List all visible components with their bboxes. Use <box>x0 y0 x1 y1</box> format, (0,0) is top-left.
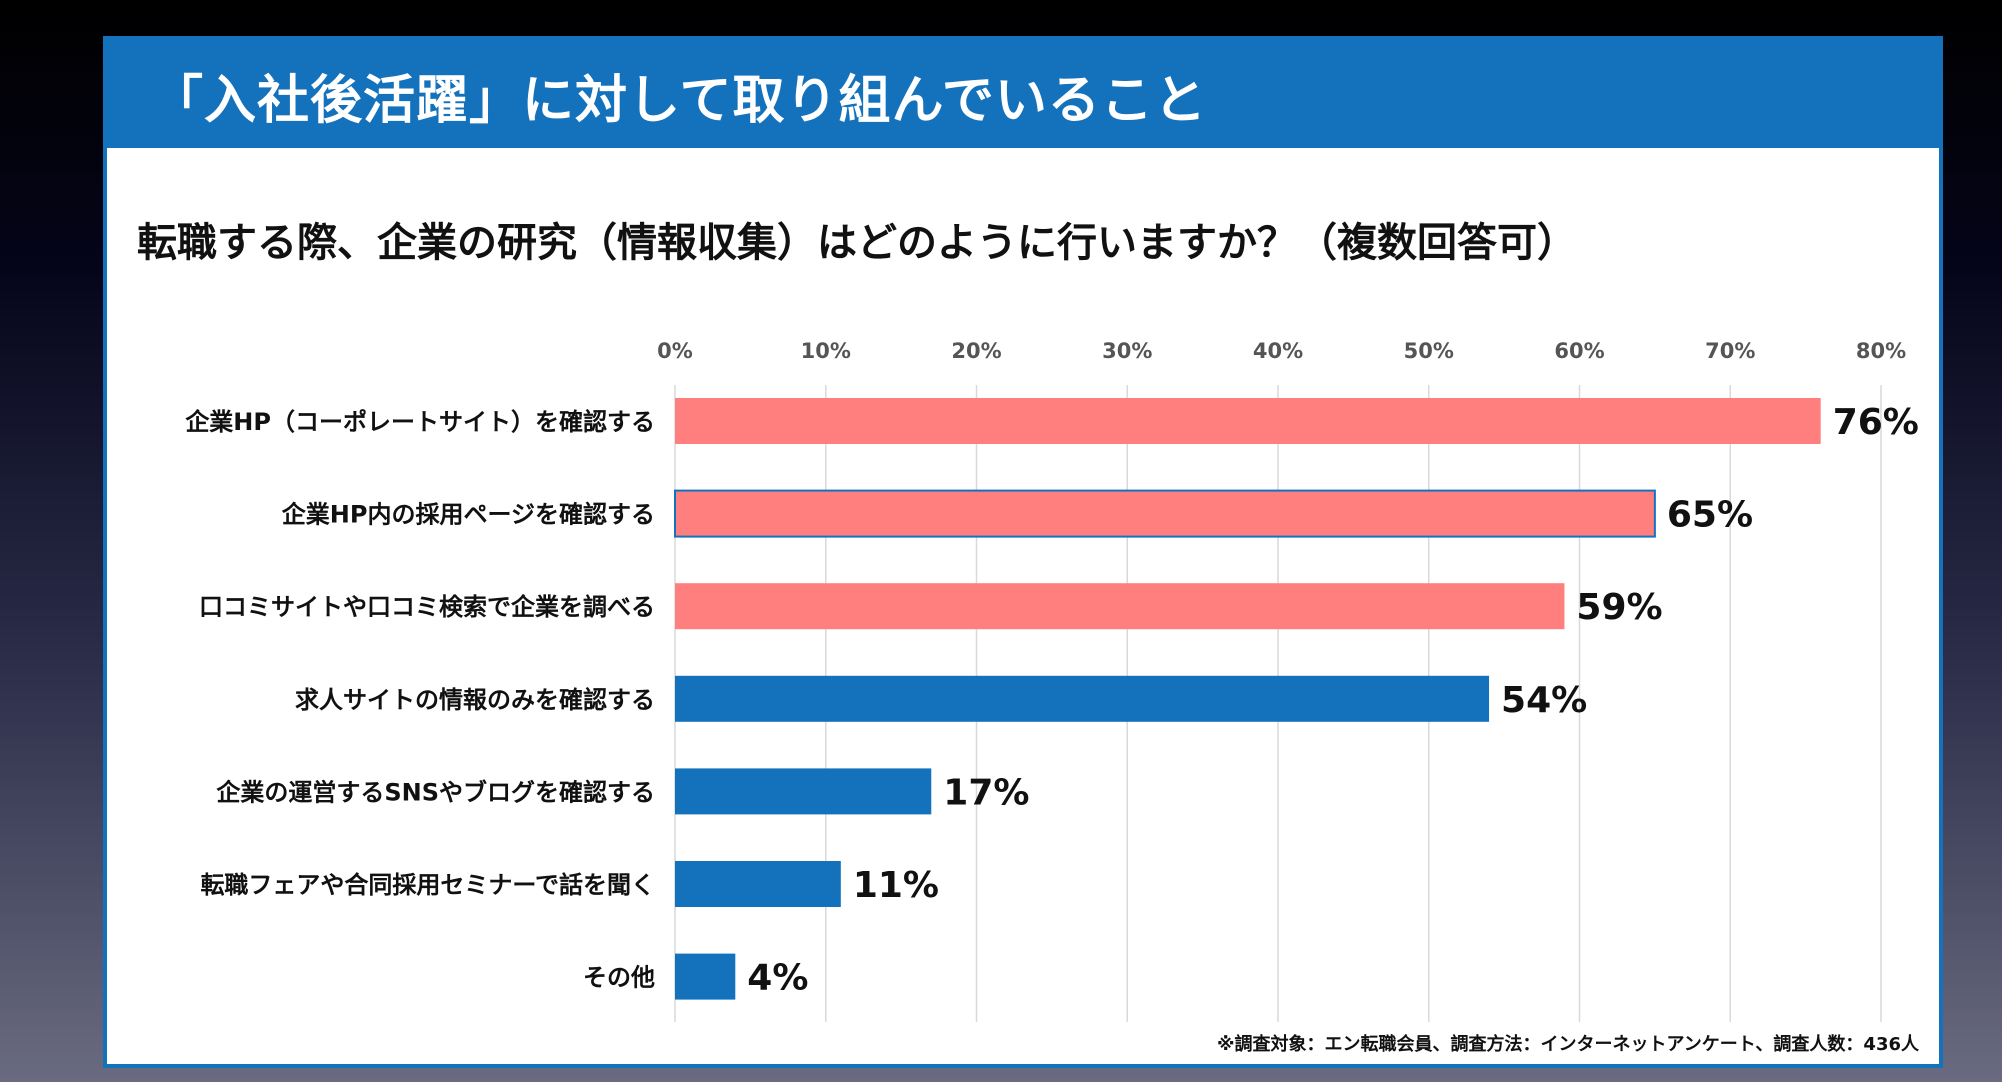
category-label: 転職フェアや合同採用セミナーで話を聞く <box>200 871 655 899</box>
bar <box>675 953 736 1000</box>
data-label: 65% <box>1667 495 1753 536</box>
page-title: 「入社後活躍」に対して取り組んでいること <box>151 71 1207 131</box>
chart-title: 転職する際、企業の研究（情報収集）はどのように行いますか？（複数回答可） <box>137 220 1577 266</box>
bar <box>675 675 1490 722</box>
data-label: 17% <box>943 772 1029 813</box>
bar <box>675 398 1821 444</box>
footnote: ※調査対象：エン転職会員、調査方法：インターネットアンケート、調査人数：436人 <box>1217 1034 1919 1055</box>
x-tick-label: 0% <box>657 339 693 363</box>
data-label: 11% <box>853 865 939 906</box>
data-label: 76% <box>1833 402 1919 443</box>
bar <box>675 768 932 815</box>
header-bar: 「入社後活躍」に対して取り組んでいること <box>107 40 1939 148</box>
category-label: その他 <box>583 964 655 992</box>
x-tick-label: 20% <box>951 339 1001 363</box>
data-label: 4% <box>747 958 808 999</box>
data-label: 59% <box>1576 587 1662 628</box>
bar <box>675 583 1565 630</box>
survey-panel: 「入社後活躍」に対して取り組んでいること 転職する際、企業の研究（情報収集）はど… <box>103 36 1943 1068</box>
bar-chart: 0% 10% 20% 30% 40% 50% 60% 70% 80% 企業HP（コーポレートサイト… <box>185 339 1919 1022</box>
category-label: 企業HP内の採用ページを確認する <box>282 501 655 529</box>
x-tick-label: 50% <box>1404 339 1454 363</box>
category-label: 企業の運営するSNSやブログを確認する <box>216 778 655 806</box>
x-tick-label: 70% <box>1705 339 1755 363</box>
x-tick-label: 40% <box>1253 339 1303 363</box>
x-tick-label: 60% <box>1554 339 1604 363</box>
data-label: 54% <box>1501 680 1587 721</box>
x-tick-label: 30% <box>1102 339 1152 363</box>
bar <box>675 861 841 907</box>
x-tick-label: 10% <box>801 339 851 363</box>
x-tick-label: 80% <box>1856 339 1906 363</box>
category-label: 企業HP（コーポレートサイト）を確認する <box>185 408 655 436</box>
category-label: 口コミサイトや口コミ検索で企業を調べる <box>199 593 655 621</box>
category-label: 求人サイトの情報のみを確認する <box>295 686 655 714</box>
bar <box>674 489 1656 538</box>
